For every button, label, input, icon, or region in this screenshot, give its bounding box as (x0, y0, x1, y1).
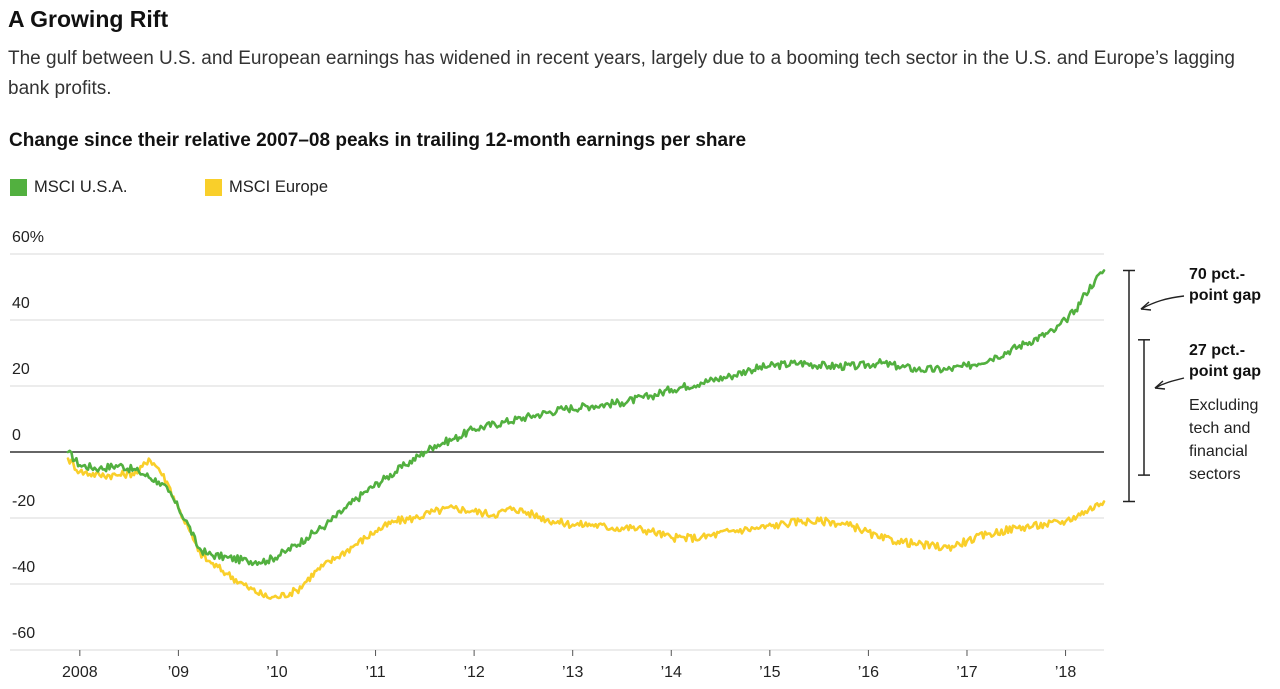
arrow-head-gap-excluding (1154, 380, 1166, 390)
x-tick-label: ’11 (365, 664, 385, 681)
x-tick-label: ’14 (661, 664, 682, 681)
series-line-europe (66, 457, 1106, 600)
annotation-gap-excluding-line1: 27 pct.- (1189, 342, 1246, 359)
arrow-gap-total (1140, 295, 1185, 310)
x-tick-label: ’10 (266, 664, 287, 681)
y-tick-label: 60% (12, 229, 44, 246)
annotation-note-line1: Excluding (1189, 397, 1259, 414)
annotation-gap-excluding: 27 pct.- point gap (1189, 340, 1261, 382)
x-tick-label: 2008 (62, 664, 98, 681)
legend-swatch-europe (205, 179, 222, 196)
series-line-usa (66, 269, 1106, 567)
x-tick-label: ’18 (1055, 664, 1076, 681)
legend-label-europe: MSCI Europe (229, 178, 329, 196)
annotation-gap-total-line2: point gap (1189, 287, 1261, 304)
arrow-gap-excluding (1154, 377, 1185, 389)
legend-item-europe: MSCI Europe (205, 178, 328, 197)
y-tick-label: -20 (12, 493, 35, 510)
annotation-gap-excluding-line2: point gap (1189, 363, 1261, 380)
legend-item-usa: MSCI U.S.A. (10, 178, 128, 197)
arrow-head-gap-total (1140, 301, 1152, 311)
chart-title: A Growing Rift (8, 6, 169, 32)
y-tick-label: 0 (12, 427, 21, 444)
annotation-note-line2: tech and (1189, 420, 1251, 437)
x-tick-label: ’12 (463, 664, 484, 681)
y-tick-label: -40 (12, 559, 35, 576)
legend-swatch-usa (10, 179, 27, 196)
annotation-note-line3: financial (1189, 443, 1248, 460)
annotation-note: Excluding tech and financial sectors (1189, 394, 1258, 486)
x-tick-label: ’15 (759, 664, 780, 681)
x-tick-label: ’17 (956, 664, 977, 681)
y-tick-label: 40 (12, 295, 30, 312)
annotation-gap-total: 70 pct.- point gap (1189, 264, 1261, 306)
annotation-gap-total-line1: 70 pct.- (1189, 266, 1246, 283)
legend-label-usa: MSCI U.S.A. (34, 178, 128, 196)
y-tick-label: -60 (12, 625, 35, 642)
x-tick-label: ’09 (168, 664, 189, 681)
chart-heading: Change since their relative 2007–08 peak… (9, 130, 747, 151)
y-tick-label: 20 (12, 361, 30, 378)
chart-subtitle: The gulf between U.S. and European earni… (8, 48, 1235, 99)
annotation-note-line4: sectors (1189, 466, 1241, 483)
x-tick-label: ’16 (858, 664, 879, 681)
x-tick-label: ’13 (562, 664, 583, 681)
